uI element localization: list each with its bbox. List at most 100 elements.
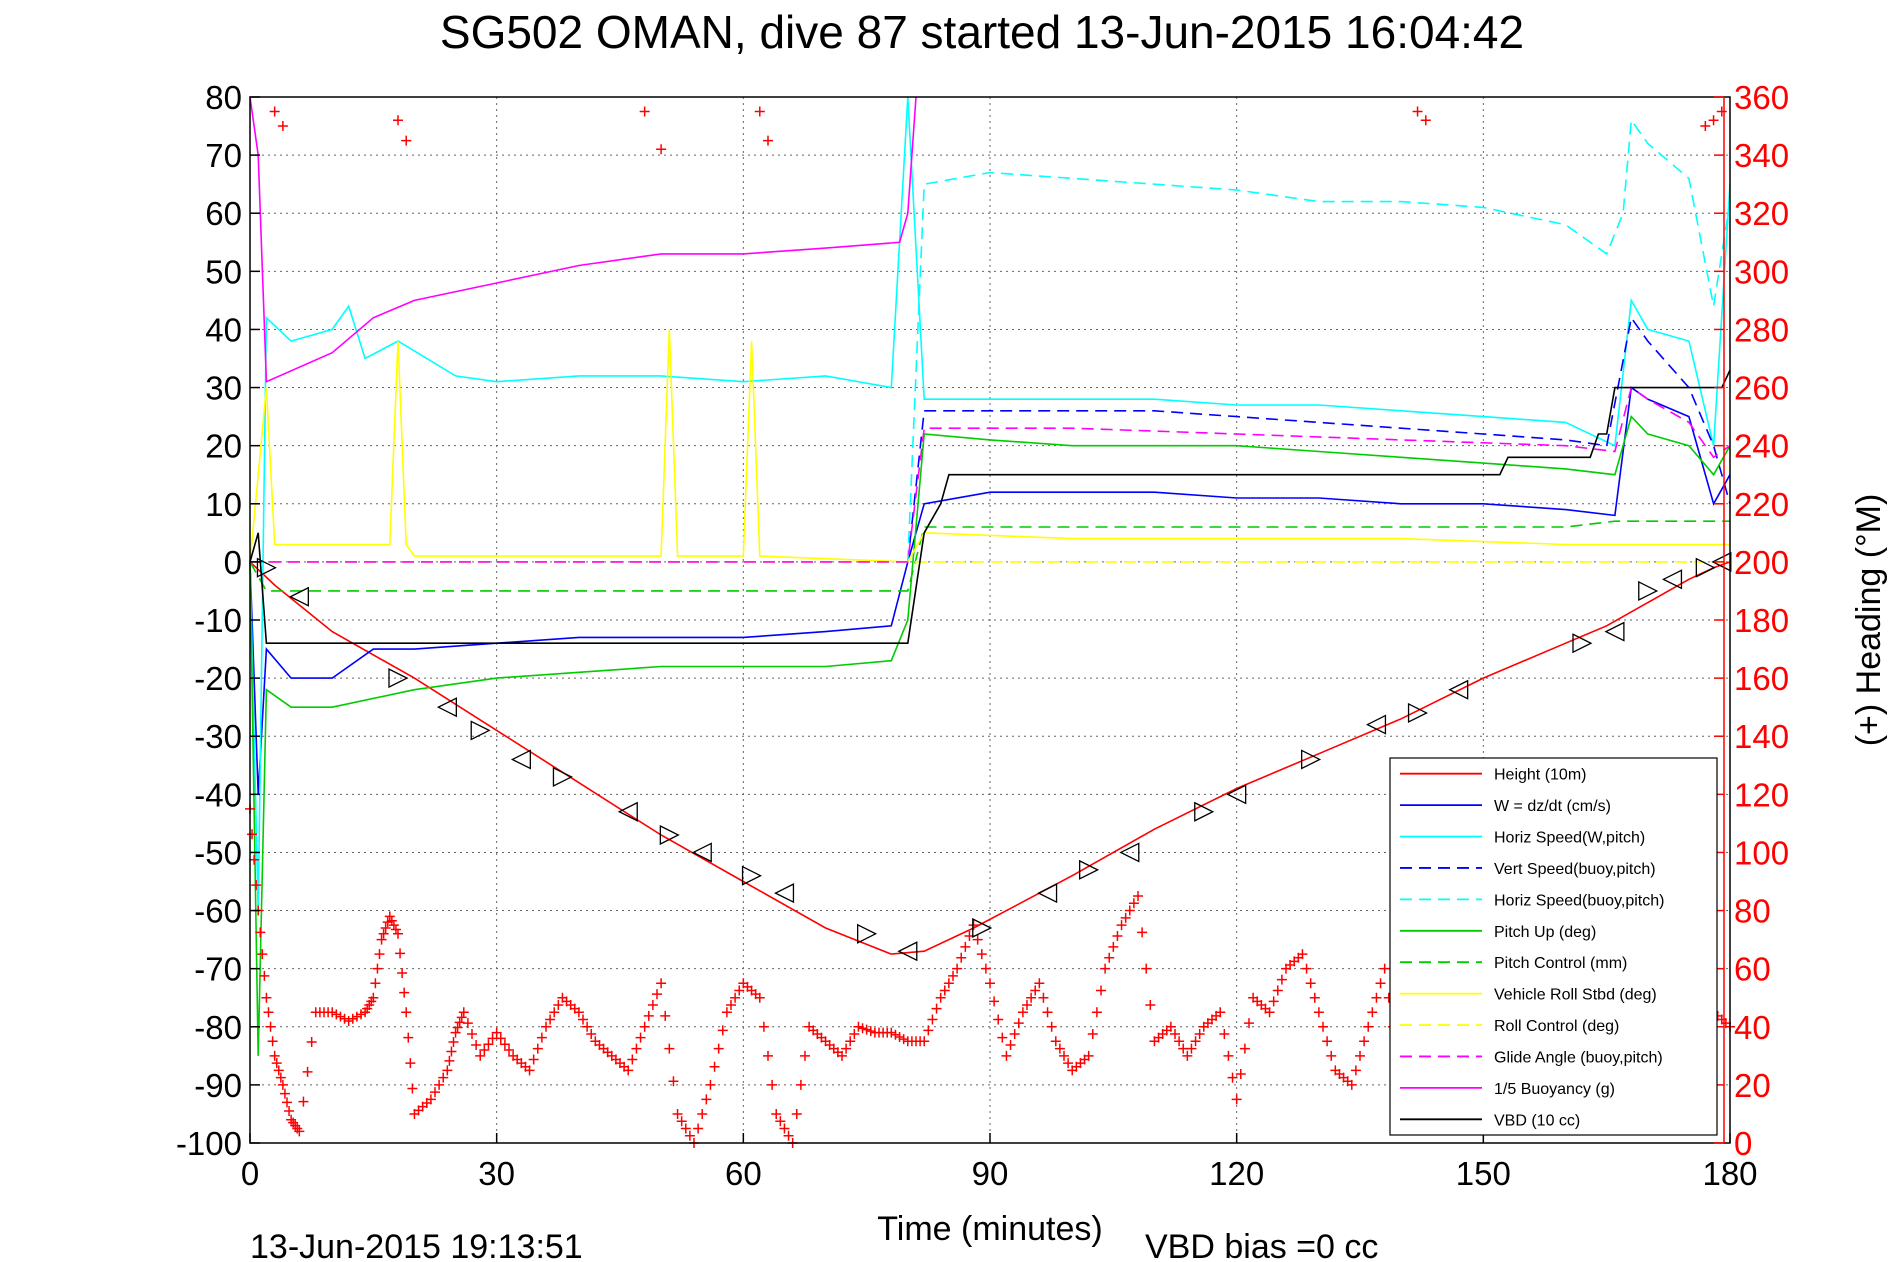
heading-point: [541, 1021, 551, 1032]
heading-point: [717, 1025, 728, 1036]
heading-point: [467, 1029, 477, 1040]
heading-point: [771, 1108, 782, 1119]
heading-point: [462, 1018, 473, 1029]
heading-point: [1022, 999, 1032, 1010]
heading-point: [456, 1012, 467, 1023]
heading-point: [444, 1055, 455, 1066]
heading-point: [1700, 121, 1711, 132]
heading-point: [1379, 963, 1390, 974]
heading-point: [1219, 1029, 1230, 1040]
x-tick-label: 180: [1702, 1155, 1757, 1192]
heading-point: [631, 1043, 642, 1054]
heading-point: [1350, 1065, 1361, 1076]
heading-point: [1030, 985, 1041, 996]
heading-point: [458, 1007, 469, 1018]
heading-point: [775, 1116, 786, 1127]
heading-point: [693, 1123, 704, 1134]
heading-point: [1170, 1029, 1180, 1040]
heading-point: [972, 934, 983, 945]
heading-point: [927, 1014, 938, 1025]
heading-point: [475, 1050, 486, 1061]
y2-tick-label: 180: [1734, 602, 1789, 639]
heading-point: [1371, 992, 1382, 1003]
heading-point: [393, 928, 403, 939]
y-tick-label: -20: [194, 660, 242, 697]
heading-point: [1141, 963, 1152, 974]
heading-point: [1375, 978, 1386, 989]
heading-point: [403, 1032, 414, 1043]
heading-point: [335, 1011, 346, 1022]
heading-point: [1001, 1050, 1012, 1061]
heading-point: [397, 968, 408, 979]
x-tick-label: 30: [478, 1155, 515, 1192]
heading-point: [923, 1025, 934, 1036]
heading-point: [857, 1023, 868, 1034]
legend-label: VBD (10 cc): [1494, 1112, 1580, 1129]
heading-point: [380, 922, 391, 933]
heading-point: [1268, 996, 1279, 1007]
heading-point: [754, 106, 765, 117]
heading-point: [370, 978, 381, 989]
heading-point: [935, 992, 946, 1003]
legend-label: Vehicle Roll Stbd (deg): [1494, 987, 1657, 1004]
heading-point: [374, 949, 385, 960]
legend-label: W = dz/dt (cm/s): [1494, 798, 1611, 815]
heading-point: [1174, 1036, 1185, 1047]
heading-point: [734, 985, 745, 996]
heading-point: [279, 1088, 290, 1099]
heading-point: [635, 1032, 646, 1043]
heading-point: [471, 1039, 482, 1050]
heading-point: [980, 963, 991, 974]
heading-point: [758, 1021, 769, 1032]
heading-point: [425, 1094, 436, 1105]
heading-point: [656, 978, 667, 989]
legend-label: Height (10m): [1494, 767, 1586, 784]
heading-point: [1412, 106, 1423, 117]
heading-point: [985, 978, 995, 989]
heading-point: [1305, 978, 1316, 989]
heading-point: [483, 1039, 494, 1050]
heading-point: [960, 941, 971, 952]
heading-point: [1165, 1021, 1176, 1032]
heading-point: [545, 1014, 556, 1025]
heading-point: [1326, 1050, 1337, 1061]
heading-point: [450, 1027, 461, 1038]
gc-marker: [1604, 621, 1625, 642]
gc-marker: [1037, 883, 1058, 904]
y-tick-label: 0: [224, 544, 242, 581]
heading-point: [1186, 1043, 1197, 1054]
heading-point: [1042, 1007, 1053, 1018]
heading-point: [271, 1058, 282, 1069]
heading-point: [1239, 1043, 1250, 1054]
heading-point: [1235, 1068, 1246, 1079]
heading-point: [524, 1065, 535, 1076]
heading-point: [997, 1032, 1008, 1043]
heading-point: [259, 970, 270, 981]
heading-point: [989, 996, 1000, 1007]
gc-marker: [1301, 749, 1322, 770]
heading-point: [499, 1039, 510, 1050]
heading-point: [356, 1009, 366, 1020]
heading-point: [504, 1045, 514, 1056]
heading-point: [763, 1050, 773, 1061]
heading-point: [672, 1108, 683, 1119]
heading-point: [1017, 1007, 1028, 1018]
heading-point: [532, 1043, 543, 1054]
heading-point: [1124, 905, 1135, 916]
y-tick-label: 30: [205, 370, 242, 407]
heading-point: [647, 999, 658, 1010]
heading-point: [643, 1010, 654, 1021]
heading-point: [386, 915, 397, 926]
heading-point: [660, 1010, 671, 1021]
heading-point: [623, 1065, 634, 1076]
heading-point: [1309, 992, 1320, 1003]
legend-label: Vert Speed(buoy,pitch): [1494, 861, 1656, 878]
y-tick-label: 70: [205, 137, 242, 174]
marker-layer: [256, 551, 1732, 962]
heading-point: [284, 1106, 295, 1117]
heading-point: [446, 1046, 457, 1057]
gc-marker: [288, 586, 309, 607]
y-tick-label: -100: [176, 1125, 242, 1162]
heading-point: [1005, 1039, 1016, 1050]
y-tick-label: 80: [205, 79, 242, 116]
